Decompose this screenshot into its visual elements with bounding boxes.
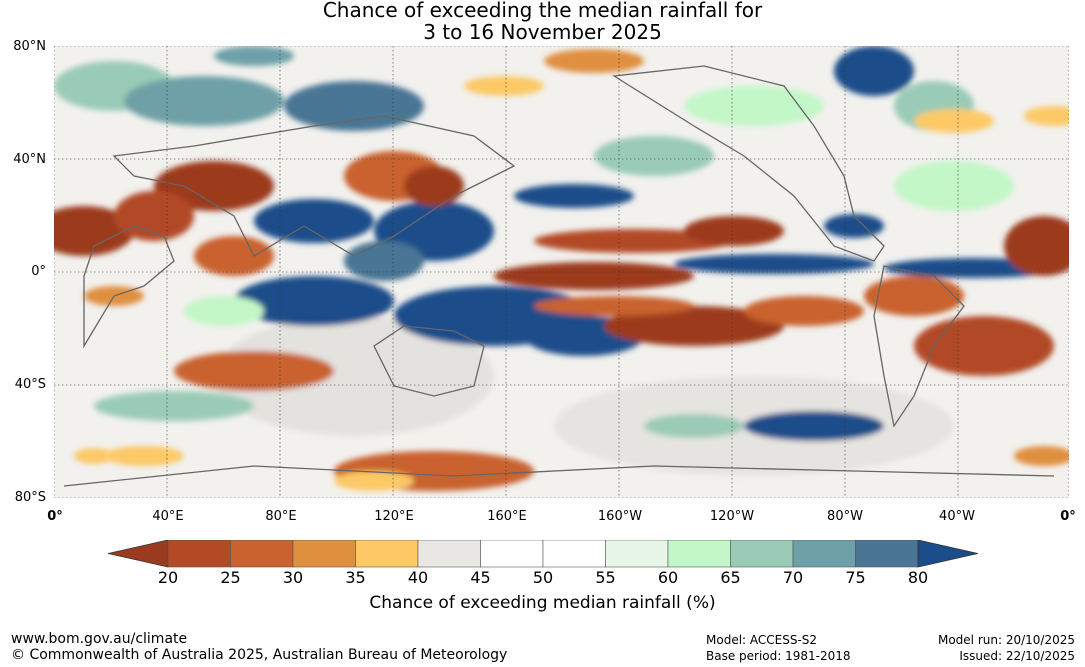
colorbar-cell	[667, 540, 731, 568]
lon-label-0-left: 0°	[47, 509, 63, 524]
lon-label-80e: 80°E	[265, 509, 297, 524]
colorbar-label: Chance of exceeding median rainfall (%)	[369, 593, 716, 613]
graticule	[54, 46, 1069, 498]
issued-date: Issued: 22/10/2025	[959, 649, 1075, 663]
lon-label-120e: 120°E	[374, 509, 414, 524]
anomaly-field	[54, 46, 1069, 491]
colorbar-cell	[730, 540, 794, 568]
lon-label-80w: 80°W	[827, 509, 863, 524]
colorbar-tick-label: 50	[532, 568, 554, 587]
lat-label-40n: 40°N	[13, 152, 46, 167]
lon-label-160w: 160°W	[597, 509, 643, 524]
colorbar-tick-label: 35	[345, 568, 366, 587]
lat-label-equator: 0°	[31, 264, 46, 279]
colorbar-over-arrow	[917, 540, 978, 568]
website-link[interactable]: www.bom.gov.au/climate	[11, 631, 188, 647]
colorbar-tick-label: 30	[282, 568, 304, 587]
base-period: Base period: 1981-2018	[706, 649, 851, 663]
colorbar-tick-label: 45	[470, 568, 491, 587]
colorbar-cell	[230, 540, 294, 568]
colorbar-tick-label: 25	[220, 568, 241, 587]
colorbar-cell	[355, 540, 419, 568]
rainfall-map[interactable]	[54, 46, 1069, 498]
colorbar	[108, 540, 978, 568]
colorbar-cell	[605, 540, 669, 568]
colorbar-tick-label: 55	[595, 568, 616, 587]
lat-label-80n: 80°N	[13, 39, 46, 54]
colorbar-tick-label: 80	[907, 568, 929, 587]
colorbar-cell	[292, 540, 356, 568]
lon-label-0-right: 0°	[1060, 509, 1076, 524]
lon-label-160e: 160°E	[487, 509, 527, 524]
colorbar-tick-label: 75	[845, 568, 866, 587]
colorbar-cell	[417, 540, 481, 568]
colorbar-cell	[792, 540, 856, 568]
lon-label-40w: 40°W	[939, 509, 975, 524]
lon-label-120w: 120°W	[709, 509, 755, 524]
colorbar-under-arrow	[108, 540, 169, 568]
colorbar-tick-label: 20	[157, 568, 179, 587]
coastlines	[63, 65, 1055, 487]
lat-label-40s: 40°S	[14, 377, 46, 392]
colorbar-cell	[480, 540, 544, 568]
model-run-date: Model run: 20/10/2025	[937, 633, 1075, 647]
colorbar-tick-label: 65	[720, 568, 741, 587]
colorbar-tick-label: 60	[657, 568, 679, 587]
map-title-line-1: Chance of exceeding the median rainfall …	[322, 0, 763, 22]
colorbar-cell	[167, 540, 231, 568]
model-name: Model: ACCESS-S2	[706, 633, 818, 647]
map-title-line-2: 3 to 16 November 2025	[423, 20, 662, 44]
colorbar-cell	[542, 540, 606, 568]
lon-label-40e: 40°E	[152, 509, 184, 524]
copyright-text: © Commonwealth of Australia 2025, Austra…	[11, 647, 508, 663]
colorbar-cell	[855, 540, 919, 568]
lat-label-80s: 80°S	[14, 490, 46, 505]
colorbar-tick-label: 70	[782, 568, 804, 587]
colorbar-tick-label: 40	[407, 568, 429, 587]
